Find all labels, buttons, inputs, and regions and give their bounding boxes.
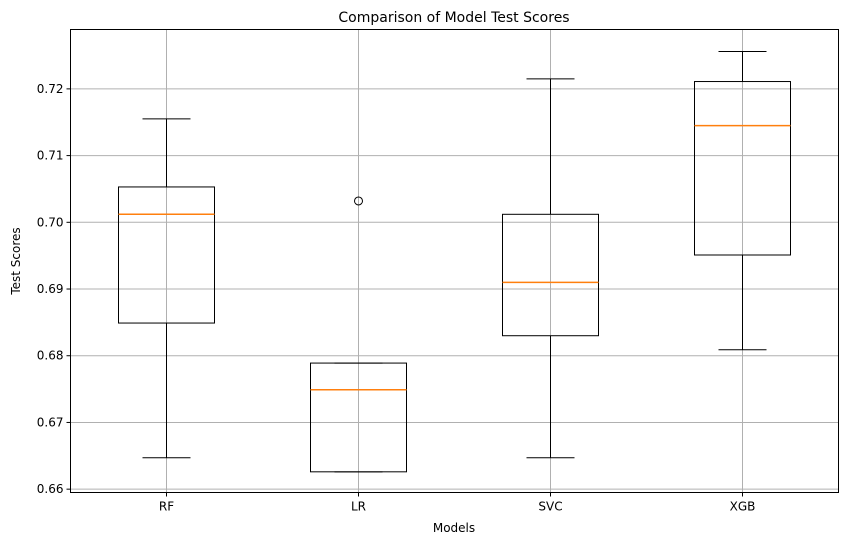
- iqr-box: [118, 186, 215, 324]
- outlier-point: [354, 196, 363, 206]
- y-tick-label: 0.68: [37, 349, 64, 363]
- x-tick-label: XGB: [730, 500, 756, 514]
- tick-layer: 0.66 0.67 0.68 0.69 0.70 0.71 0.72 RF LR SVC XGB: [37, 82, 756, 514]
- iqr-box: [502, 213, 599, 337]
- y-axis-label: Test Scores: [9, 227, 23, 295]
- grid-layer: [70, 29, 839, 493]
- iqr-box: [310, 362, 407, 473]
- iqr-box: [694, 81, 791, 256]
- x-tick-label: SVC: [538, 500, 562, 514]
- y-tick-label: 0.66: [37, 482, 64, 496]
- y-tick-label: 0.70: [37, 215, 64, 229]
- x-tick-label: LR: [351, 500, 366, 514]
- box-lr: [310, 196, 407, 473]
- box-svc: [502, 78, 599, 459]
- y-tick-label: 0.72: [37, 82, 64, 96]
- box-xgb: [694, 51, 791, 351]
- box-rf: [118, 118, 215, 459]
- y-tick-label: 0.71: [37, 149, 64, 163]
- y-tick-label: 0.69: [37, 282, 64, 296]
- x-axis-label: Models: [433, 521, 475, 535]
- y-tick-label: 0.67: [37, 415, 64, 429]
- x-tick-label: RF: [159, 500, 174, 514]
- chart-title: Comparison of Model Test Scores: [338, 10, 569, 26]
- plot-area-frame: [70, 29, 839, 493]
- box-layer: [118, 51, 791, 473]
